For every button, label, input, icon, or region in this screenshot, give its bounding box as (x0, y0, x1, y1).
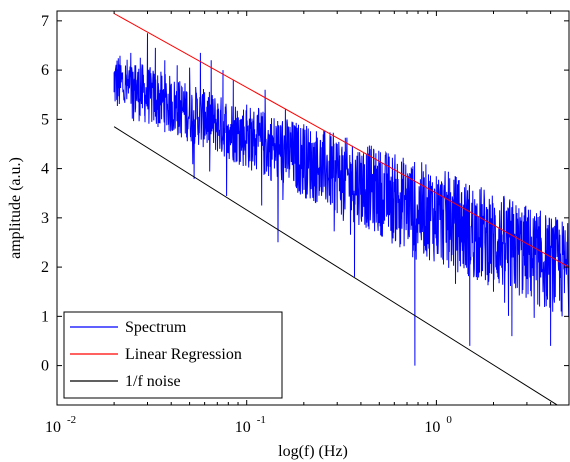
series-layer (113, 13, 569, 405)
axes-frame (56, 10, 570, 406)
legend-label: 1/f noise (125, 373, 181, 390)
y-tick-label: 5 (41, 111, 49, 128)
x-tick-exponent: 0 (446, 414, 452, 426)
legend: Spectrum Linear Regression 1/f noise (63, 311, 283, 399)
y-tick-label: 0 (41, 358, 49, 375)
x-axis-label: log(f) (Hz) (278, 443, 348, 460)
y-tick-label: 4 (41, 161, 49, 178)
legend-box (63, 311, 283, 399)
y-tick-label: 1 (41, 308, 49, 325)
series-line-spectrum (113, 33, 569, 366)
series-line-1-f-noise (113, 126, 559, 405)
y-tick-label: 2 (41, 259, 49, 276)
x-tick-exponent: -2 (67, 414, 76, 426)
x-tick-label: 10 (235, 419, 251, 436)
x-tick-exponent: -1 (257, 414, 266, 426)
y-axis-label: amplitude (a.u.) (7, 157, 24, 259)
legend-label: Linear Regression (125, 346, 242, 363)
x-tick-label: 10 (45, 419, 61, 436)
y-tick-label: 7 (41, 13, 49, 30)
ticks-layer: 10 -2 10 -1 10 0 0 1 2 3 4 5 6 7 (41, 11, 570, 436)
y-tick-label: 3 (41, 210, 49, 227)
y-tick-label: 6 (41, 62, 49, 79)
series-line-linear-regression (113, 13, 569, 268)
legend-label: Spectrum (125, 319, 187, 336)
x-tick-label: 10 (424, 419, 440, 436)
